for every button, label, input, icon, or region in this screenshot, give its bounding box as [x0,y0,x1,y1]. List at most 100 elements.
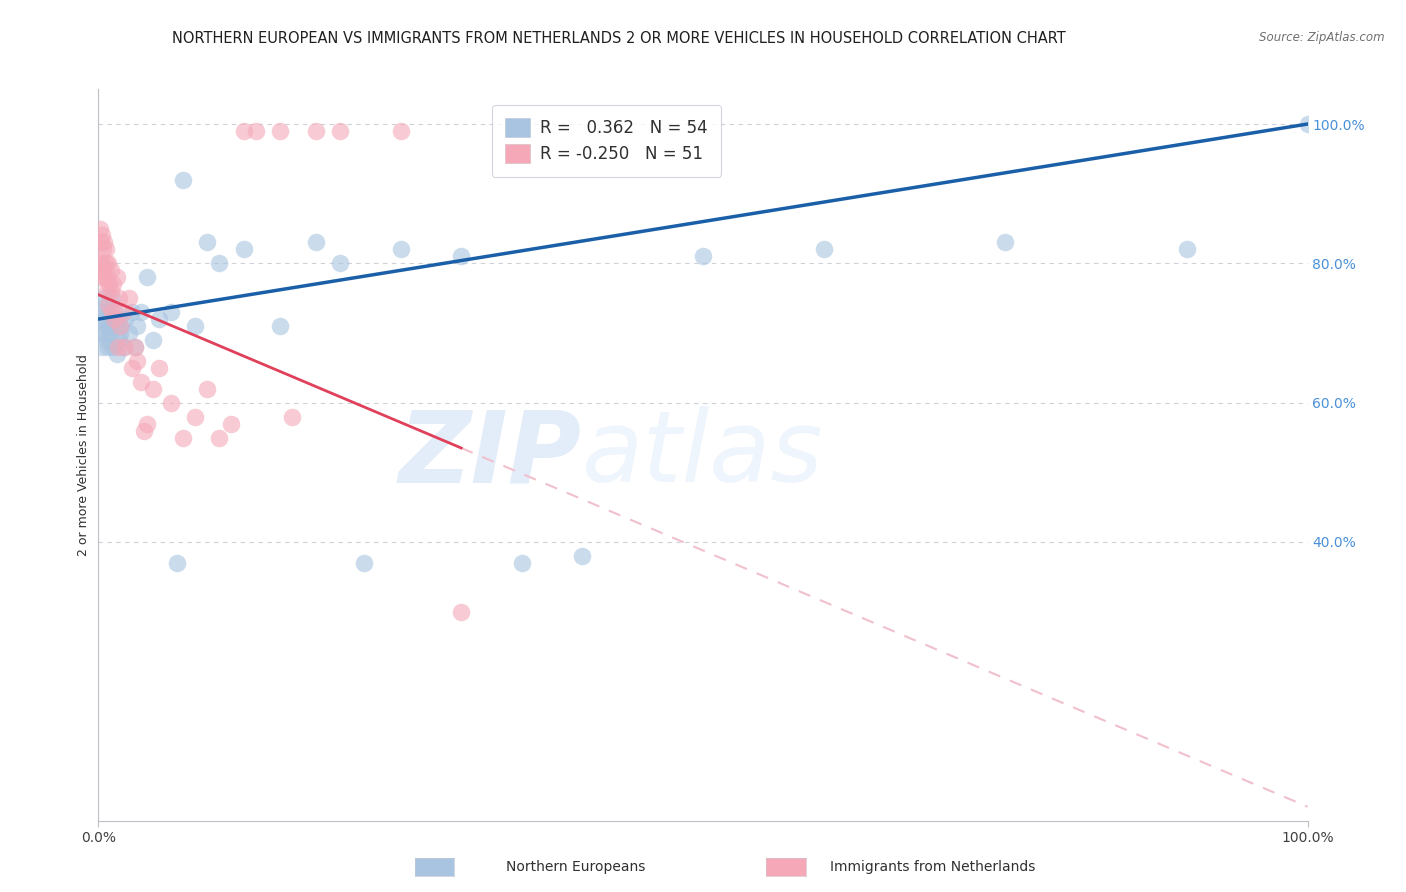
Point [91,263,114,277]
Point [184,319,207,334]
Point [90,235,112,250]
Point [90,326,112,340]
Text: Source: ZipAtlas.com: Source: ZipAtlas.com [1260,31,1385,45]
Point [135,417,157,431]
Point [221,417,243,431]
Point [96,333,118,347]
Point [93,291,115,305]
Point [100,312,122,326]
Text: Immigrants from Netherlands: Immigrants from Netherlands [830,860,1035,874]
Point [1175,243,1198,257]
Text: Northern Europeans: Northern Europeans [506,860,645,874]
Point [389,124,412,138]
Point [142,382,165,396]
Text: ZIP: ZIP [399,407,582,503]
Point [353,556,375,570]
Point [94,312,117,326]
Text: NORTHERN EUROPEAN VS IMMIGRANTS FROM NETHERLANDS 2 OR MORE VEHICLES IN HOUSEHOLD: NORTHERN EUROPEAN VS IMMIGRANTS FROM NET… [172,31,1066,46]
Point [91,243,114,257]
Point [111,305,134,319]
Point [107,312,129,326]
Point [135,270,157,285]
Point [208,430,231,444]
Point [571,549,593,563]
Point [510,556,533,570]
Point [107,340,129,354]
Point [994,235,1017,250]
Point [124,340,146,354]
Legend: R =   0.362   N = 54, R = -0.250   N = 51: R = 0.362 N = 54, R = -0.250 N = 51 [492,105,721,177]
Point [160,395,183,409]
Point [100,263,122,277]
Point [184,409,207,424]
Point [124,340,146,354]
Point [93,235,115,250]
Point [692,249,714,263]
Point [108,333,131,347]
Point [114,312,136,326]
Point [110,319,132,334]
Point [118,326,141,340]
Point [97,256,120,270]
Point [195,382,218,396]
Point [93,270,115,285]
Point [89,312,111,326]
Point [98,277,121,292]
Point [245,124,267,138]
Point [101,340,124,354]
Point [269,319,291,334]
Point [100,326,122,340]
Point [108,319,131,334]
Point [90,270,112,285]
Point [166,556,188,570]
Point [104,305,127,319]
Point [232,124,254,138]
Point [134,424,156,438]
Point [195,235,218,250]
Point [172,430,194,444]
Point [121,360,143,375]
Point [118,291,141,305]
Point [89,221,111,235]
Point [114,340,136,354]
Point [97,298,120,312]
Point [100,305,122,319]
Point [108,291,131,305]
Point [269,124,291,138]
Point [91,256,114,270]
Point [97,305,120,319]
Point [329,124,352,138]
Point [96,270,118,285]
Point [100,291,122,305]
Point [450,605,472,619]
Point [450,249,472,263]
Point [108,326,131,340]
Point [97,340,120,354]
Y-axis label: 2 or more Vehicles in Household: 2 or more Vehicles in Household [77,354,90,556]
Point [305,235,328,250]
Point [148,360,170,375]
Point [172,173,194,187]
Point [94,298,117,312]
Point [127,319,149,334]
Point [100,284,122,298]
Point [101,277,124,292]
Point [96,319,118,334]
Point [305,124,328,138]
Point [94,243,117,257]
Point [103,319,125,334]
Point [127,354,149,368]
Point [96,284,118,298]
Point [129,305,152,319]
Point [91,305,114,319]
Point [1296,117,1319,131]
Point [813,243,835,257]
Text: atlas: atlas [582,407,824,503]
Point [91,340,114,354]
Point [93,326,115,340]
Point [105,270,128,285]
Point [94,256,117,270]
Point [111,340,134,354]
Point [89,256,111,270]
Point [142,333,165,347]
